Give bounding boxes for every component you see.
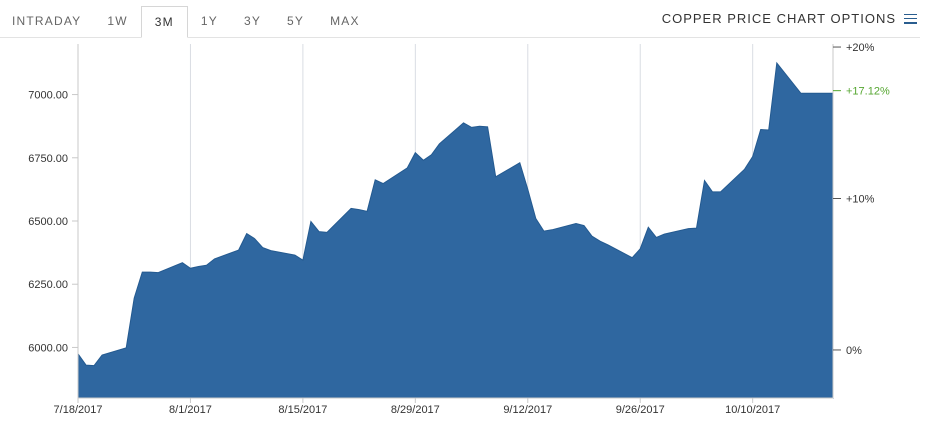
tabs-divider — [0, 37, 920, 38]
y-tick-label: 6000.00 — [28, 342, 68, 354]
x-tick-label: 10/10/2017 — [725, 404, 780, 416]
tab-1y[interactable]: 1Y — [200, 14, 218, 28]
x-tick-label: 8/15/2017 — [278, 404, 327, 416]
right-axis-tick-label: 0% — [846, 345, 862, 357]
right-axis-tick-label: +20% — [846, 42, 875, 54]
y-tick-label: 6750.00 — [28, 153, 68, 165]
range-tabs: INTRADAY 1W 3M 1Y 3Y 5Y MAX — [0, 6, 540, 38]
y-tick-label: 6250.00 — [28, 279, 68, 291]
chart-options-label: COPPER PRICE CHART OPTIONS — [661, 11, 896, 26]
price-area — [77, 61, 834, 399]
x-tick-label: 9/26/2017 — [616, 404, 665, 416]
right-axis-tick-label: +10% — [846, 193, 875, 205]
x-tick-label: 8/1/2017 — [169, 404, 212, 416]
tab-1w[interactable]: 1W — [107, 14, 128, 28]
x-tick-label: 9/12/2017 — [503, 404, 552, 416]
tab-3m[interactable]: 3M — [140, 6, 188, 38]
y-tick-label: 6500.00 — [28, 216, 68, 228]
tab-3y[interactable]: 3Y — [243, 14, 262, 28]
tab-max[interactable]: MAX — [330, 14, 360, 28]
tab-intraday[interactable]: INTRADAY — [12, 14, 82, 28]
x-tick-label: 7/18/2017 — [54, 404, 103, 416]
current-change-label: +17.12% — [846, 86, 890, 98]
x-tick-label: 8/29/2017 — [391, 404, 440, 416]
tab-5y[interactable]: 5Y — [287, 14, 305, 28]
hamburger-menu-icon — [904, 13, 917, 24]
chart-options-button[interactable]: COPPER PRICE CHART OPTIONS — [662, 11, 917, 26]
y-tick-label: 7000.00 — [28, 90, 68, 102]
